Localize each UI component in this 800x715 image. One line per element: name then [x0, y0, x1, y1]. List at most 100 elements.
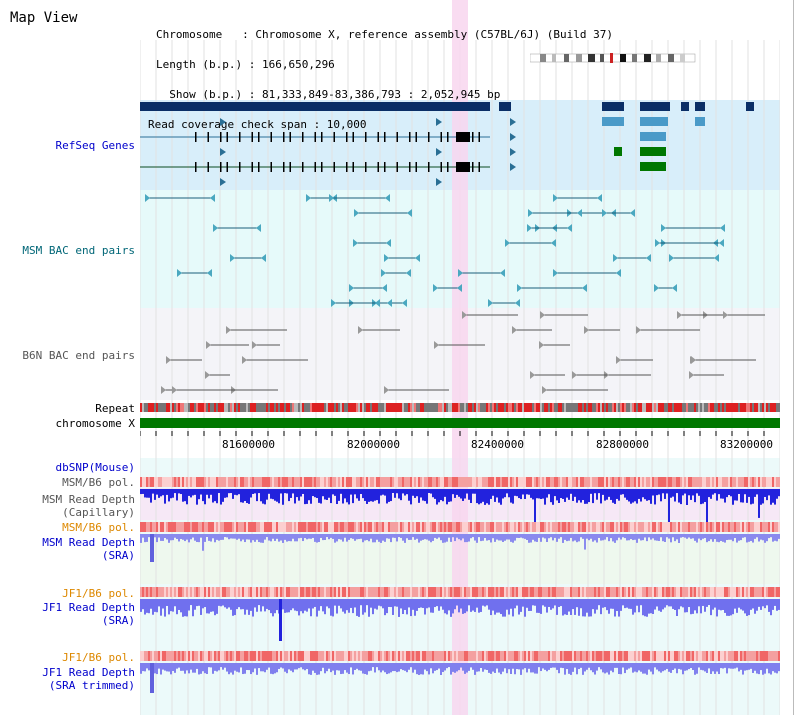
depth-bar: [774, 599, 776, 606]
polymorphism-cell: [648, 587, 650, 597]
depth-bar: [568, 534, 570, 541]
depth-bar: [358, 534, 360, 540]
depth-bar: [390, 663, 392, 673]
depth-bar: [662, 489, 664, 494]
polymorphism-cell: [678, 477, 680, 487]
depth-bar: [676, 663, 678, 674]
depth-bar: [378, 599, 380, 606]
exon-mark: [365, 132, 367, 142]
depth-bar: [236, 599, 238, 610]
depth-spike: [150, 663, 154, 693]
polymorphism-cell: [588, 477, 590, 487]
polymorphism-cell: [148, 477, 150, 487]
depth-bar: [196, 534, 198, 543]
polymorphism-cell: [474, 477, 476, 487]
polymorphism-cell: [372, 522, 374, 532]
depth-bar: [442, 599, 444, 610]
genome-tracks[interactable]: [140, 95, 780, 715]
depth-bar: [578, 663, 580, 670]
polymorphism-cell: [704, 522, 706, 532]
polymorphism-cell: [534, 651, 536, 661]
polymorphism-cell: [596, 477, 598, 487]
depth-bar: [234, 489, 236, 495]
depth-bar: [490, 663, 492, 674]
repeat-segment: [548, 403, 550, 412]
repeat-segment: [660, 403, 662, 412]
depth-bar: [220, 599, 222, 607]
depth-bar: [194, 599, 196, 610]
polymorphism-cell: [478, 587, 480, 597]
polymorphism-cell: [520, 651, 522, 661]
depth-bar: [342, 599, 344, 612]
polymorphism-cell: [460, 651, 462, 661]
depth-bar: [368, 534, 370, 542]
polymorphism-cell: [660, 587, 662, 597]
polymorphism-cell: [726, 522, 728, 532]
depth-bar: [372, 663, 374, 668]
repeat-segment: [772, 403, 774, 412]
repeat-segment: [766, 403, 768, 412]
depth-bar: [288, 663, 290, 670]
depth-bar: [622, 663, 624, 668]
depth-bar: [598, 599, 600, 606]
label-msm-bac[interactable]: MSM BAC end pairs: [22, 244, 135, 257]
depth-bar: [374, 663, 376, 673]
depth-bar: [736, 599, 738, 613]
depth-bar: [636, 663, 638, 673]
depth-bar: [240, 599, 242, 610]
depth-bar: [724, 663, 726, 668]
polymorphism-cell: [262, 651, 264, 661]
depth-bar: [204, 663, 206, 674]
depth-bar: [292, 489, 294, 494]
chromosome-ideogram[interactable]: [530, 52, 700, 64]
depth-bar: [730, 663, 732, 669]
depth-bar: [244, 599, 246, 615]
polymorphism-cell: [748, 477, 750, 487]
polymorphism-cell: [602, 651, 604, 661]
depth-bar: [730, 489, 732, 497]
depth-bar: [546, 534, 548, 542]
depth-bar: [222, 599, 224, 606]
repeat-segment: [580, 403, 582, 412]
polymorphism-cell: [750, 651, 752, 661]
depth-bar: [508, 489, 510, 498]
polymorphism-cell: [184, 651, 186, 661]
polymorphism-cell: [472, 477, 474, 487]
depth-bar: [300, 663, 302, 668]
polymorphism-cell: [368, 587, 370, 597]
label-refseq-genes[interactable]: RefSeq Genes: [55, 139, 135, 152]
polymorphism-cell: [492, 477, 494, 487]
label-b6n-bac[interactable]: B6N BAC end pairs: [22, 349, 135, 362]
depth-bar: [242, 534, 244, 540]
depth-bar: [588, 599, 590, 617]
repeat-segment: [490, 403, 492, 412]
depth-bar: [716, 534, 718, 542]
polymorphism-cell: [548, 522, 550, 532]
polymorphism-cell: [306, 651, 308, 661]
depth-bar: [264, 534, 266, 540]
depth-bar: [630, 599, 632, 609]
polymorphism-cell: [522, 651, 524, 661]
polymorphism-cell: [348, 522, 350, 532]
depth-bar: [158, 663, 160, 669]
depth-bar: [404, 663, 406, 671]
polymorphism-cell: [676, 651, 678, 661]
depth-bar: [698, 534, 700, 539]
polymorphism-cell: [332, 587, 334, 597]
polymorphism-cell: [712, 651, 714, 661]
polymorphism-cell: [592, 587, 594, 597]
polymorphism-cell: [750, 522, 752, 532]
depth-bar: [278, 534, 280, 542]
polymorphism-cell: [324, 587, 326, 597]
polymorphism-cell: [696, 522, 698, 532]
depth-bar: [512, 489, 514, 504]
polymorphism-cell: [394, 587, 396, 597]
label-dbsnp[interactable]: dbSNP(Mouse): [55, 461, 135, 474]
depth-bar: [262, 489, 264, 504]
exon-mark: [226, 162, 228, 172]
bac-end-marker: [517, 284, 522, 292]
depth-bar: [472, 489, 474, 494]
depth-bar: [198, 489, 200, 500]
depth-bar: [498, 534, 500, 541]
depth-bar: [612, 489, 614, 503]
